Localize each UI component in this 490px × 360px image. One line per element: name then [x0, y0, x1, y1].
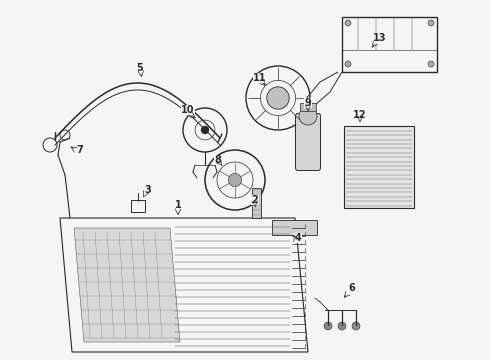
Text: 10: 10	[181, 105, 195, 115]
Circle shape	[299, 107, 317, 125]
Text: 7: 7	[76, 145, 83, 155]
FancyBboxPatch shape	[300, 103, 316, 111]
Circle shape	[345, 20, 351, 26]
Circle shape	[228, 174, 242, 186]
Text: 2: 2	[252, 195, 258, 205]
Bar	[342, 17, 437, 72]
FancyBboxPatch shape	[295, 113, 320, 171]
Circle shape	[428, 20, 434, 26]
Bar	[252, 188, 261, 218]
Circle shape	[352, 322, 360, 330]
Circle shape	[428, 61, 434, 67]
Circle shape	[201, 126, 209, 134]
Text: 11: 11	[253, 73, 267, 83]
Text: 12: 12	[353, 110, 367, 120]
Text: 13: 13	[373, 33, 387, 43]
Text: 6: 6	[348, 283, 355, 293]
Circle shape	[324, 322, 332, 330]
Circle shape	[267, 87, 289, 109]
Polygon shape	[74, 228, 180, 342]
Bar	[344, 126, 414, 208]
Text: 5: 5	[137, 63, 144, 73]
Text: 9: 9	[305, 98, 311, 108]
Text: 8: 8	[215, 155, 221, 165]
Text: 3: 3	[145, 185, 151, 195]
Circle shape	[338, 322, 346, 330]
Bar	[272, 220, 317, 235]
Text: 4: 4	[294, 233, 301, 243]
Circle shape	[345, 61, 351, 67]
Text: 1: 1	[174, 200, 181, 210]
